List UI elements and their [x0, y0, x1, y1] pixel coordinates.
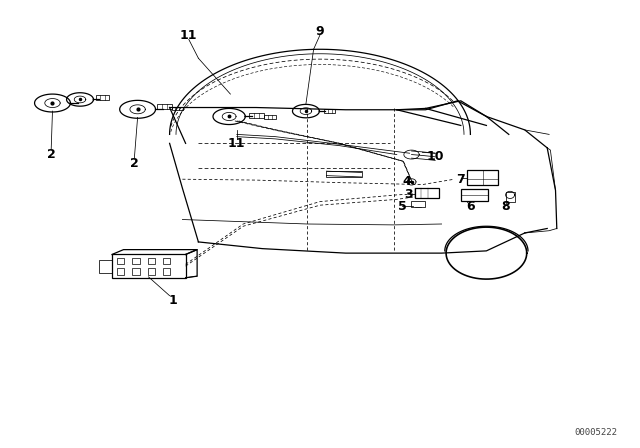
Text: 11: 11 [228, 137, 246, 150]
Bar [148, 258, 155, 264]
Bar [148, 268, 155, 275]
Bar [411, 201, 425, 207]
Text: 00005222: 00005222 [575, 428, 618, 437]
Bar [117, 258, 124, 264]
Text: 7: 7 [456, 172, 465, 186]
Bar [163, 258, 170, 264]
Text: 4: 4 [402, 175, 411, 188]
Bar [172, 107, 183, 110]
Text: 11: 11 [180, 29, 198, 43]
Text: 3: 3 [404, 188, 413, 202]
Bar [324, 109, 335, 113]
Bar [461, 189, 488, 201]
Bar [117, 268, 124, 275]
Bar [415, 188, 439, 198]
Text: 9: 9 [316, 25, 324, 38]
Bar [132, 258, 140, 264]
Bar [112, 254, 186, 278]
Bar [157, 104, 172, 109]
Text: 10: 10 [426, 150, 444, 164]
Bar [96, 95, 109, 100]
Text: 2: 2 [47, 148, 56, 161]
Bar [250, 113, 264, 118]
Text: 5: 5 [397, 200, 406, 214]
Bar [132, 268, 140, 275]
Bar [506, 192, 515, 202]
Bar [264, 116, 276, 119]
Bar [163, 268, 170, 275]
Bar [326, 171, 362, 177]
Text: 1: 1 [168, 293, 177, 307]
Text: 2: 2 [130, 157, 139, 170]
Text: 8: 8 [501, 200, 510, 214]
Bar [99, 260, 112, 273]
Bar [467, 170, 498, 185]
Text: 6: 6 [466, 200, 475, 214]
